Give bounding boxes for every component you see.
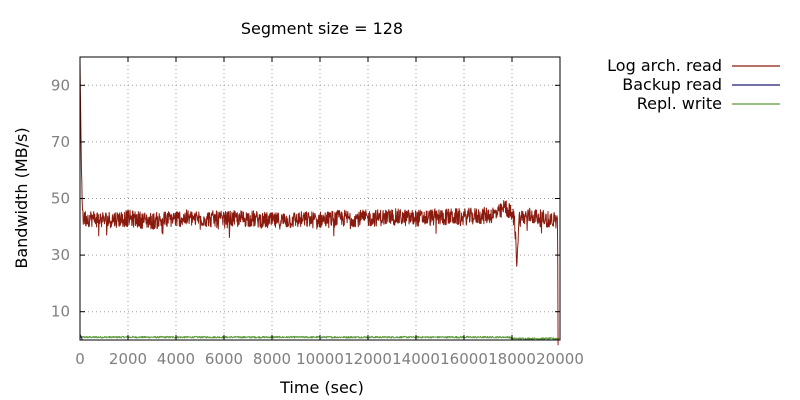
x-tick-label: 12000 <box>344 350 392 368</box>
legend-label: Log arch. read <box>607 56 722 75</box>
y-tick-label: 90 <box>51 76 70 94</box>
x-tick-label: 2000 <box>109 350 147 368</box>
y-tick-label: 50 <box>51 190 70 208</box>
chart-title: Segment size = 128 <box>241 19 403 38</box>
legend-label: Backup read <box>622 75 722 94</box>
grid <box>80 57 560 340</box>
series-line-log-arch-read <box>79 62 559 346</box>
x-tick-label: 14000 <box>392 350 440 368</box>
y-tick-label: 30 <box>51 246 70 264</box>
series-line-repl-write <box>79 335 560 340</box>
x-tick-label: 10000 <box>296 350 344 368</box>
axis-ticks: 0 2000 4000 6000 8000 10000 12000 14000 16000 180… <box>51 57 584 368</box>
legend-label: Repl. write <box>637 94 722 113</box>
x-tick-label: 8000 <box>253 350 291 368</box>
series-group <box>79 62 560 346</box>
x-tick-label: 18000 <box>488 350 536 368</box>
y-tick-label: 70 <box>51 133 70 151</box>
x-tick-label: 16000 <box>440 350 488 368</box>
x-axis-label: Time (sec) <box>279 378 364 397</box>
x-tick-label: 6000 <box>205 350 243 368</box>
x-tick-label: 4000 <box>157 350 195 368</box>
x-tick-label: 20000 <box>536 350 584 368</box>
y-tick-label: 10 <box>51 303 70 321</box>
y-axis-label: Bandwidth (MB/s) <box>12 127 31 268</box>
x-tick-label: 0 <box>75 350 85 368</box>
